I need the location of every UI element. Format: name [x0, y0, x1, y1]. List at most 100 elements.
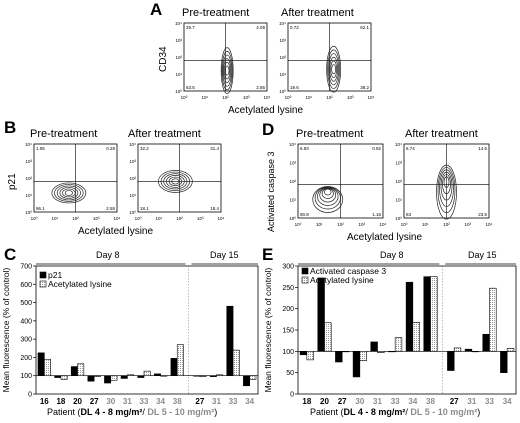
panel-b-pre-contour	[51, 182, 87, 204]
panel-a-pre-ytick: 10²	[175, 55, 182, 60]
panel-e-category-label: 34	[408, 397, 417, 406]
panel-d-after-quadrant-value: 14.6	[478, 146, 487, 151]
panel-b-pre-ytick: 10²	[25, 176, 32, 181]
panel-e-bar-series1	[335, 351, 343, 363]
panel-c-category-label: 33	[140, 397, 149, 406]
panel-a-after-quadrant-value: 62.1	[360, 25, 369, 30]
dose-gray: DL 5 - 10 mg/m²	[147, 407, 215, 417]
panel-a-after-xtick: 10¹	[305, 95, 312, 100]
panel-b-after-quadrant-value: 18.4	[210, 206, 219, 211]
panel-b-pre-contour	[64, 190, 73, 196]
panel-e-chart: Mean fluorescence (% of control) 0 50 100 15…	[263, 264, 517, 406]
panel-d-xlabel: Acetylated lysine	[347, 232, 423, 243]
panel-a-pre-xtick: 10⁰	[181, 95, 188, 100]
panel-e-bar-series1	[370, 341, 378, 352]
panel-c-bar-series1	[170, 358, 178, 377]
panel-e-bar-series1	[405, 281, 414, 352]
panel-c-bar-series2	[60, 375, 68, 380]
panel-e-ytick-label: 50	[286, 370, 294, 377]
panel-e-bar-series2	[324, 322, 332, 352]
panel-a-pre-quadrant-value: 4.09	[256, 25, 265, 30]
panel-d-pre-quadrant-value: 6.93	[300, 146, 309, 151]
panel-b-after-quadrant-value: 32.2	[140, 146, 149, 151]
panel-b-pre-contour	[59, 187, 79, 199]
panel-e-bar-series2	[412, 322, 420, 352]
panel-a-after-ytick: 10²	[279, 55, 286, 60]
panel-c-frame	[35, 265, 259, 395]
panel-a-pre-contour	[220, 47, 234, 94]
panel-b-pre-xtick: 10⁰	[31, 216, 38, 221]
panel-e-bar-series1	[299, 351, 308, 356]
dose-gray: DL 5 - 10 mg/m²	[410, 407, 478, 417]
close-paren: )	[477, 407, 481, 417]
panel-c-bar-series1	[120, 375, 128, 379]
panel-c-legend-swatch	[39, 280, 47, 288]
panel-b-after-contour	[165, 175, 185, 188]
panel-letter-d: D	[262, 120, 275, 139]
panel-a-pre-quadrant-value: 63.5	[186, 85, 195, 90]
panel-e-category-label: 27	[338, 397, 347, 406]
panel-a-pre-xtick: 10³	[243, 95, 250, 100]
panel-a-pre-title: Pre-treatment	[182, 7, 250, 19]
panel-e-bar-series1	[352, 351, 361, 378]
panel-c-ylabel: Mean fluorescence (% of control)	[1, 267, 11, 392]
panel-d-after-xtick: 10¹	[422, 222, 429, 227]
panel-d-after-xtick: 10²	[443, 222, 450, 227]
panel-d-pre-ytick: 10³	[289, 161, 296, 166]
panel-c-category-label: 27	[195, 397, 204, 406]
panel-e-legend-swatch	[301, 276, 309, 284]
panel-c-bar-series1	[243, 375, 250, 387]
panel-c-ytick-label: 600	[20, 282, 32, 289]
panel-c-category-label: 31	[123, 397, 132, 406]
panel-e-category-label: 31	[467, 397, 476, 406]
panel-a-after-ytick: 10³	[279, 38, 286, 43]
panel-b-after-xtick: 10⁰	[135, 216, 142, 221]
panel-d-ylabel: Activated caspase 3	[266, 151, 276, 232]
panel-e-category-label: 33	[485, 397, 494, 406]
panel-b-after-xtick: 10¹	[155, 216, 162, 221]
panel-e-patient-label: Patient (DL 4 - 8 mg/m²/ DL 5 - 10 mg/m²…	[310, 407, 480, 417]
panel-c-chart: Mean fluorescence (% of control) 0 100 200 3…	[1, 264, 259, 406]
panel-b-after-ytick: 10⁰	[129, 210, 136, 215]
panel-d-after-quadrant-value: 6.74	[406, 146, 415, 151]
panel-a-pre-ytick: 10⁰	[175, 89, 182, 94]
panel-d-pre-xtick: 10¹	[316, 222, 323, 227]
panel-c-bar-series1	[104, 375, 112, 384]
panel-e-ytick-label: 300	[282, 264, 294, 271]
panel-a-after-ytick: 10⁰	[279, 89, 286, 94]
panel-c-bar-series2	[143, 370, 151, 377]
panel-d-pre-quadrant-value: 1.16	[372, 212, 381, 217]
panel-e-bar-series2	[506, 348, 515, 352]
panel-b-pre-quadrant-value: 2.55	[106, 206, 115, 211]
panel-c-ytick-label: 400	[20, 318, 32, 325]
panel-e-category-label: 27	[450, 397, 459, 406]
panel-b-after-ytick: 10³	[129, 159, 136, 164]
panel-d-pre-contour	[317, 187, 339, 206]
panel-letter-e: E	[262, 245, 274, 264]
panel-b-pre-contour	[62, 188, 76, 198]
panel-c-ytick-label: 100	[20, 373, 32, 380]
panel-a-after-contour	[331, 64, 337, 75]
panel-e-bar-series1	[500, 351, 508, 373]
panel-c-ytick-label: 0	[28, 392, 32, 399]
panel-e-category-label: 38	[426, 397, 435, 406]
panel-e-bar-series1	[317, 277, 325, 352]
panel-b-after-title: After treatment	[128, 128, 201, 140]
panel-d-pre-xtick: 10²	[337, 222, 344, 227]
panel-c-ytick-label: 200	[20, 355, 32, 362]
panel-c-bar-series1	[54, 375, 62, 378]
panel-c-day15-label: Day 15	[210, 250, 239, 260]
panel-a-pre-quadrant-value: 2.65	[256, 85, 265, 90]
panel-b-after-contour	[160, 171, 191, 192]
panel-c-patient-label: Patient (DL 4 - 8 mg/m²/ DL 5 - 10 mg/m²…	[47, 407, 217, 417]
panel-e-legend-swatch	[301, 267, 309, 275]
panel-b-after-quadrant-value: 18.1	[140, 206, 149, 211]
panel-c-bar-series2	[232, 349, 240, 377]
panel-b-pre-quadrant-value: 0.28	[106, 146, 115, 151]
panel-letter-b: B	[4, 118, 17, 137]
panel-b-pre-quadrant-value: 96.1	[36, 206, 45, 211]
panel-a-after-xtick: 10²	[326, 95, 333, 100]
panel-e-bar-series1	[423, 276, 431, 352]
